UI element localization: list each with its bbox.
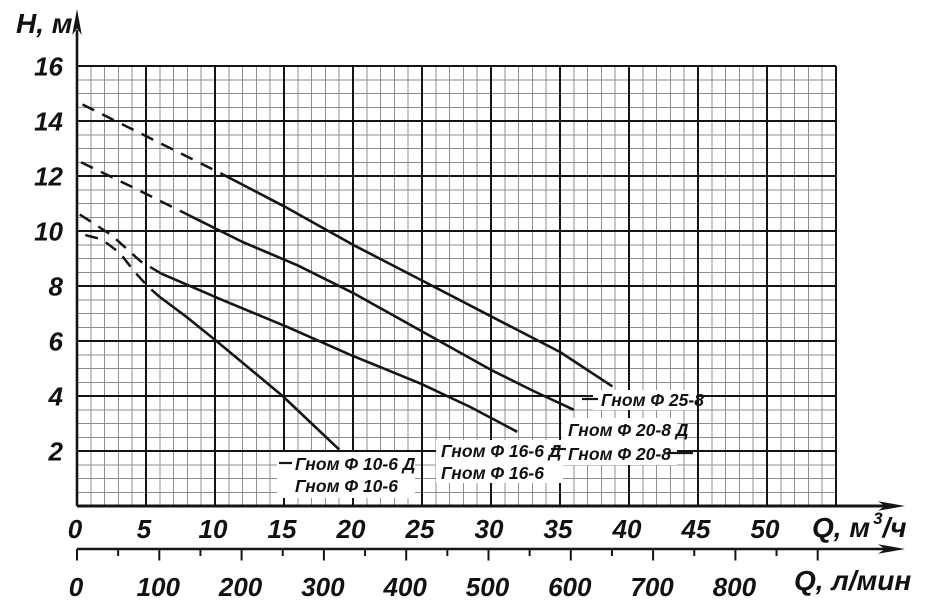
y-tick-label: 6: [49, 327, 64, 357]
label-mask-20-8: [562, 418, 677, 465]
y-tick-label: 12: [34, 162, 63, 192]
curve-label-20-8: Гном Ф 20-8: [568, 444, 671, 464]
axes: [76, 549, 819, 561]
y-tick-label: 14: [34, 107, 63, 137]
curve-гном-ф-25-8-dashed: [81, 103, 224, 176]
label-mask-10-6: [277, 452, 415, 498]
x-lmin-tick-label: 300: [301, 572, 345, 602]
x-m3h-tick-label: 40: [612, 514, 642, 544]
x-m3h-tick-label: 10: [199, 514, 228, 544]
curve-гном-ф-10-6-10-6-д-solid: [159, 295, 341, 451]
y-axis-arrow-icon: [72, 9, 82, 35]
x-lmin-tick-label: 200: [218, 572, 263, 602]
x-m3h-tick-label: 20: [336, 514, 366, 544]
curve-label-callouts: Гном Ф 25-8 Гном Ф 20-8 Д Гном Ф 20-8 Гн…: [277, 390, 704, 498]
curve-label-10-6: Гном Ф 10-6: [295, 476, 398, 496]
y-tick-label: 4: [48, 382, 64, 412]
x-m3h-tick-label: 30: [475, 514, 504, 544]
x-lmin-tick-label: 400: [383, 572, 428, 602]
curve-label-25-8: Гном Ф 25-8: [601, 390, 704, 410]
curve-гном-ф-16-6-16-6-д-dashed: [79, 213, 162, 275]
label-mask-16-6: [436, 440, 563, 483]
curve-гном-ф-20-8-20-8-д-solid: [189, 214, 575, 411]
x-m3h-tick-label: 0: [68, 514, 83, 544]
x-lmin-tick-label: 100: [137, 572, 181, 602]
y-tick-label: 8: [49, 272, 64, 302]
x-m3h-tick-label: 35: [544, 514, 573, 544]
axis-lines: [72, 9, 905, 554]
x-lmin-tick-label: 800: [713, 572, 757, 602]
curve-гном-ф-16-6-16-6-д-solid: [160, 272, 518, 433]
y-tick-label: 16: [34, 52, 63, 82]
x-axis-m3h-title: Q, м 3/ч: [812, 509, 907, 543]
x-m3h-tick-label: 15: [268, 514, 297, 544]
curve-гном-ф-25-8-solid: [222, 173, 614, 388]
x-axis-lmin-title: Q, л/мин: [794, 565, 911, 596]
x-m3h-tick-label: 45: [681, 514, 711, 544]
y-axis-title: H, м: [16, 8, 73, 39]
x-axis-m3h-arrow-icon: [878, 501, 905, 511]
curve-гном-ф-20-8-20-8-д-dashed: [80, 161, 191, 218]
x-m3h-tick-label: 5: [137, 514, 152, 544]
x-axis-lmin-arrow-icon: [878, 544, 905, 554]
curve-label-16-6d: Гном Ф 16-6 Д: [441, 441, 562, 461]
x-axis-m3h-title-prefix: Q, м: [812, 512, 870, 543]
x-lmin-tick-label: 700: [630, 572, 674, 602]
grid: [76, 65, 837, 506]
y-tick-label: 2: [48, 437, 64, 467]
x-axis-m3h-title-sup: 3: [873, 509, 883, 528]
curve-гном-ф-10-6-10-6-д-dashed: [84, 233, 161, 298]
curves: [79, 103, 614, 451]
curve-label-20-8d: Гном Ф 20-8 Д: [568, 420, 689, 440]
x-axis-m3h-title-suffix: /ч: [881, 512, 907, 543]
x-lmin-tick-label: 0: [69, 572, 84, 602]
x-lmin-tick-label: 500: [466, 572, 510, 602]
curve-label-16-6: Гном Ф 16-6: [441, 463, 544, 483]
label-mask-25-8: [593, 390, 697, 410]
lmin-ticks: [76, 549, 819, 561]
x-m3h-tick-label: 25: [405, 514, 435, 544]
x-m3h-tick-label: 50: [751, 514, 780, 544]
y-tick-label: 10: [34, 217, 63, 247]
curve-label-10-6d: Гном Ф 10-6 Д: [295, 454, 416, 474]
x-lmin-tick-label: 600: [548, 572, 592, 602]
